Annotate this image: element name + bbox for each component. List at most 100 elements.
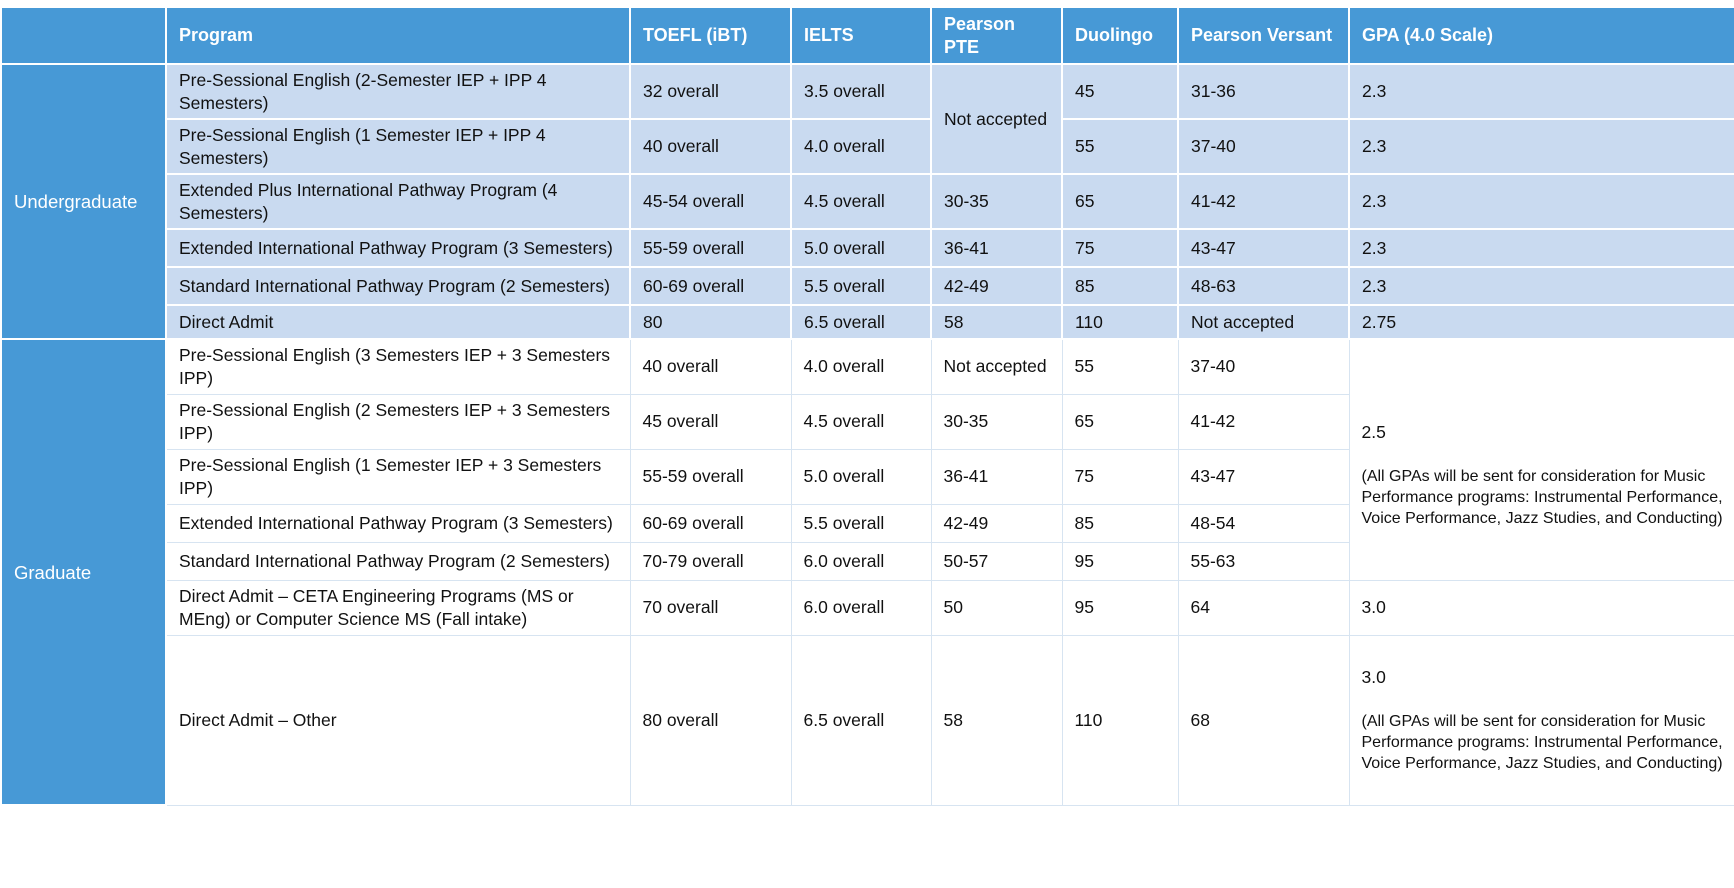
ielts-cell: 6.0 overall — [790, 579, 932, 636]
table-row: Standard International Pathway Program (… — [1, 266, 1734, 306]
versant-cell: 68 — [1177, 634, 1350, 806]
pte-cell: 50 — [930, 579, 1063, 636]
pte-cell: 50-57 — [930, 541, 1063, 581]
table-row: Extended International Pathway Program (… — [1, 228, 1734, 268]
ielts-cell: 5.5 overall — [790, 503, 932, 543]
versant-cell: 48-63 — [1177, 266, 1350, 306]
versant-cell: 37-40 — [1177, 338, 1350, 395]
table-row: Extended Plus International Pathway Prog… — [1, 173, 1734, 230]
pte-cell: 30-35 — [930, 393, 1063, 450]
gpa-group-cell: 2.5 (All GPAs will be sent for considera… — [1348, 338, 1734, 581]
program-cell: Direct Admit — [165, 304, 631, 340]
program-cell: Pre-Sessional English (3 Semesters IEP +… — [165, 338, 631, 395]
program-cell: Direct Admit – Other — [165, 634, 631, 806]
undergraduate-section: Undergraduate Pre-Sessional English (2-S… — [0, 63, 1734, 340]
pte-cell: Not accepted — [930, 63, 1063, 175]
pte-cell: 42-49 — [930, 503, 1063, 543]
toefl-cell: 80 — [629, 304, 792, 340]
versant-cell: 37-40 — [1177, 118, 1350, 175]
table-row: Direct Admit – CETA Engineering Programs… — [1, 579, 1734, 636]
toefl-cell: 70 overall — [629, 579, 792, 636]
header-gpa: GPA (4.0 Scale) — [1348, 6, 1734, 65]
header-ielts: IELTS — [790, 6, 932, 65]
header-duolingo: Duolingo — [1061, 6, 1179, 65]
table-row: Direct Admit 80 6.5 overall 58 110 Not a… — [1, 304, 1734, 340]
versant-cell: 41-42 — [1177, 393, 1350, 450]
level-label-undergraduate: Undergraduate — [0, 63, 167, 340]
gpa-group-note: (All GPAs will be sent for consideration… — [1361, 467, 1723, 527]
table-row: Pre-Sessional English (1 Semester IEP + … — [1, 448, 1734, 505]
gpa-cell: 3.0 — [1348, 579, 1734, 636]
table-row: Pre-Sessional English (1 Semester IEP + … — [1, 118, 1734, 175]
level-label-graduate: Graduate — [0, 338, 167, 806]
versant-cell: Not accepted — [1177, 304, 1350, 340]
program-cell: Extended International Pathway Program (… — [165, 228, 631, 268]
program-cell: Standard International Pathway Program (… — [165, 541, 631, 581]
table-row: Extended International Pathway Program (… — [1, 503, 1734, 543]
ielts-cell: 6.5 overall — [790, 304, 932, 340]
program-cell: Extended International Pathway Program (… — [165, 503, 631, 543]
duolingo-cell: 45 — [1061, 63, 1179, 120]
header-toefl: TOEFL (iBT) — [629, 6, 792, 65]
gpa-value: 3.0 — [1361, 667, 1386, 687]
pte-cell: 30-35 — [930, 173, 1063, 230]
versant-cell: 48-54 — [1177, 503, 1350, 543]
versant-cell: 64 — [1177, 579, 1350, 636]
duolingo-cell: 110 — [1061, 304, 1179, 340]
ielts-cell: 5.0 overall — [790, 448, 932, 505]
table-row: Graduate Pre-Sessional English (3 Semest… — [0, 338, 1734, 806]
table-row: Standard International Pathway Program (… — [1, 541, 1734, 581]
program-cell: Pre-Sessional English (2 Semesters IEP +… — [165, 393, 631, 450]
toefl-cell: 55-59 overall — [629, 448, 792, 505]
ielts-cell: 4.0 overall — [790, 338, 932, 395]
toefl-cell: 80 overall — [629, 634, 792, 806]
toefl-cell: 45 overall — [629, 393, 792, 450]
header-versant: Pearson Versant — [1177, 6, 1350, 65]
ielts-cell: 5.5 overall — [790, 266, 932, 306]
gpa-cell: 2.75 — [1348, 304, 1734, 340]
gpa-note: (All GPAs will be sent for consideration… — [1361, 713, 1723, 772]
program-cell: Standard International Pathway Program (… — [165, 266, 631, 306]
duolingo-cell: 110 — [1061, 634, 1179, 806]
graduate-section: Graduate Pre-Sessional English (3 Semest… — [0, 338, 1734, 806]
admission-requirements-table: Program TOEFL (iBT) IELTS Pearson PTE Du… — [0, 6, 1734, 806]
toefl-cell: 32 overall — [629, 63, 792, 120]
duolingo-cell: 75 — [1061, 228, 1179, 268]
duolingo-cell: 65 — [1061, 393, 1179, 450]
program-cell: Pre-Sessional English (2-Semester IEP + … — [165, 63, 631, 120]
toefl-cell: 55-59 overall — [629, 228, 792, 268]
gpa-group-value: 2.5 — [1361, 421, 1386, 442]
pte-cell: 58 — [930, 304, 1063, 340]
ielts-cell: 4.5 overall — [790, 393, 932, 450]
versant-cell: 43-47 — [1177, 228, 1350, 268]
toefl-cell: 60-69 overall — [629, 266, 792, 306]
duolingo-cell: 85 — [1061, 503, 1179, 543]
pte-cell: 36-41 — [930, 228, 1063, 268]
table-row: Pre-Sessional English (2 Semesters IEP +… — [1, 393, 1734, 450]
toefl-cell: 70-79 overall — [629, 541, 792, 581]
gpa-cell: 2.3 — [1348, 118, 1734, 175]
versant-cell: 31-36 — [1177, 63, 1350, 120]
header-level — [0, 6, 167, 65]
header-program: Program — [165, 6, 631, 65]
ielts-cell: 3.5 overall — [790, 63, 932, 120]
table-row: Direct Admit – Other 80 overall 6.5 over… — [1, 634, 1734, 806]
pte-cell: 36-41 — [930, 448, 1063, 505]
duolingo-cell: 95 — [1061, 541, 1179, 581]
toefl-cell: 40 overall — [629, 338, 792, 395]
program-cell: Pre-Sessional English (1 Semester IEP + … — [165, 118, 631, 175]
ielts-cell: 4.0 overall — [790, 118, 932, 175]
gpa-cell: 2.3 — [1348, 266, 1734, 306]
duolingo-cell: 65 — [1061, 173, 1179, 230]
duolingo-cell: 55 — [1061, 338, 1179, 395]
toefl-cell: 45-54 overall — [629, 173, 792, 230]
duolingo-cell: 75 — [1061, 448, 1179, 505]
duolingo-cell: 85 — [1061, 266, 1179, 306]
duolingo-cell: 55 — [1061, 118, 1179, 175]
pte-cell: 42-49 — [930, 266, 1063, 306]
gpa-cell-with-note: 3.0 (All GPAs will be sent for considera… — [1348, 634, 1734, 806]
versant-cell: 43-47 — [1177, 448, 1350, 505]
ielts-cell: 5.0 overall — [790, 228, 932, 268]
versant-cell: 41-42 — [1177, 173, 1350, 230]
toefl-cell: 60-69 overall — [629, 503, 792, 543]
